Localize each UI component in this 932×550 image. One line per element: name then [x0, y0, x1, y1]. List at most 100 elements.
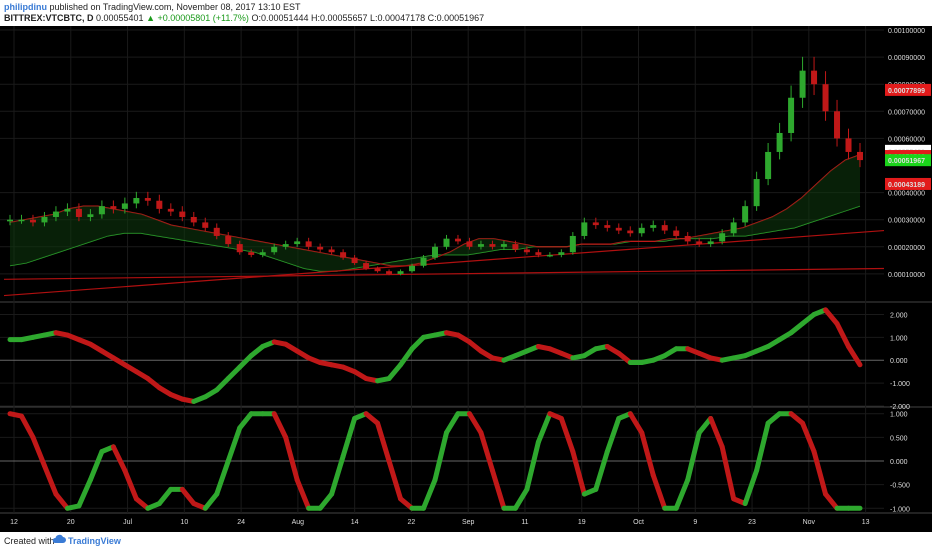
stochastic-segment — [466, 411, 484, 436]
candle-body — [225, 235, 232, 245]
x-tick-label: Sep — [462, 519, 475, 526]
stochastic-segment — [593, 449, 610, 492]
stochastic-segment — [432, 430, 449, 483]
stochastic-segment — [214, 458, 231, 497]
oscillator-axis-tick: -1.000 — [890, 381, 910, 388]
stochastic-segment — [811, 449, 829, 497]
stochastic-axis-tick: -1.000 — [890, 506, 910, 513]
ohlc-values: O:0.00051444 H:0.00055657 L:0.00047178 C… — [251, 13, 485, 23]
candle-body — [776, 132, 783, 152]
candle-body — [443, 238, 450, 247]
stochastic-segment — [489, 467, 507, 511]
candle-body — [190, 216, 197, 223]
stochastic-axis-tick: 0.500 — [890, 435, 908, 442]
x-tick-label: 24 — [237, 519, 245, 526]
stochastic-segment — [421, 477, 438, 511]
price-label-bg — [885, 177, 931, 190]
candle-body — [282, 244, 289, 247]
candle-body — [156, 200, 163, 209]
candle-body — [857, 151, 863, 161]
candle-body — [696, 241, 703, 245]
symbol-label: BITTREX:VTCBTC, D — [4, 13, 94, 23]
candle-body — [374, 268, 381, 272]
price-label: 0.00051967 — [888, 158, 925, 165]
candle-body — [604, 225, 611, 228]
candle-body — [512, 244, 519, 250]
price-axis-tick: 0.00030000 — [888, 218, 925, 225]
tradingview-cloud-icon — [52, 534, 66, 546]
candle-body — [454, 238, 461, 242]
x-tick-label: 19 — [578, 519, 586, 526]
price-axis-tick: 0.00010000 — [888, 272, 925, 279]
chart-canvas[interactable]: 12 20 Jul 10 24 Aug 14 22 Sep 11 19 Oct 9 23 Nov 13 0.00… — [0, 26, 932, 532]
stochastic-axis-tick: 1.000 — [890, 412, 908, 419]
stochastic-segment — [627, 411, 645, 436]
x-tick-label: 12 — [10, 519, 18, 526]
oscillator-segment — [409, 334, 427, 352]
candle-body — [7, 219, 13, 222]
stochastic-segment — [558, 415, 576, 455]
stochastic-segment — [754, 420, 771, 473]
candle-body — [753, 179, 760, 207]
oscillator-axis-tick: 0.000 — [890, 358, 908, 365]
price-label-bg — [885, 154, 931, 167]
candle-body — [167, 208, 174, 212]
stochastic-segment — [443, 411, 461, 436]
x-tick-label: 20 — [67, 519, 75, 526]
candle-body — [386, 271, 393, 274]
candle-body — [271, 246, 278, 253]
envelope-fill — [10, 154, 860, 272]
candle-body — [41, 216, 48, 223]
stochastic-segment — [823, 491, 840, 511]
candle-body — [569, 235, 576, 253]
stochastic-axis-tick: 0.000 — [890, 459, 908, 466]
stochastic-segment — [76, 477, 93, 509]
stochastic-segment — [53, 491, 70, 511]
x-tick-label: Nov — [803, 519, 816, 526]
candle-body — [742, 206, 749, 223]
candle-body — [581, 222, 588, 236]
stochastic-segment — [202, 491, 220, 511]
stochastic-segment — [386, 458, 404, 502]
candle-body — [305, 241, 312, 247]
stochastic-segment — [340, 415, 358, 459]
oscillator-segment — [834, 321, 852, 349]
trend-line — [3, 229, 885, 297]
candle-body — [500, 244, 507, 247]
x-tick-label: 10 — [180, 519, 188, 526]
stochastic-segment — [110, 444, 128, 473]
chart-header: philipdinu published on TradingView.com,… — [0, 0, 932, 26]
candle-body — [98, 206, 105, 215]
tradingview-link[interactable]: TradingView — [68, 536, 121, 546]
oscillator-segment — [386, 362, 404, 382]
candle-body — [615, 227, 622, 231]
oscillator-axis-tick: -2.000 — [890, 404, 910, 411]
author-link[interactable]: philipdinu — [4, 2, 47, 12]
candle-body — [627, 230, 634, 234]
price-axis-tick: 0.00090000 — [888, 55, 925, 62]
candle-body — [420, 257, 427, 266]
stochastic-segment — [41, 463, 59, 497]
stochastic-segment — [30, 434, 47, 469]
stochastic-segment — [225, 425, 243, 464]
candle-body — [340, 252, 347, 258]
stochastic-segment — [685, 430, 702, 483]
x-tick-label: 9 — [693, 519, 697, 526]
candle-body — [317, 246, 324, 250]
candle-body — [87, 214, 94, 217]
candle-body — [650, 225, 657, 228]
stochastic-segment — [317, 491, 335, 511]
price-axis-tick: 0.00070000 — [888, 109, 925, 116]
stochastic-segment — [122, 467, 139, 502]
candle-body — [294, 241, 301, 245]
oscillator-segment — [225, 364, 243, 382]
candle-body — [673, 230, 680, 236]
stochastic-segment — [535, 411, 553, 445]
stochastic-segment — [719, 444, 737, 502]
price-label: 0.00043189 — [888, 182, 925, 189]
stochastic-segment — [179, 486, 197, 507]
candle-body — [351, 257, 358, 264]
stochastic-segment — [271, 411, 289, 440]
candle-body — [638, 227, 645, 234]
footer: Created with TradingView — [0, 532, 932, 550]
